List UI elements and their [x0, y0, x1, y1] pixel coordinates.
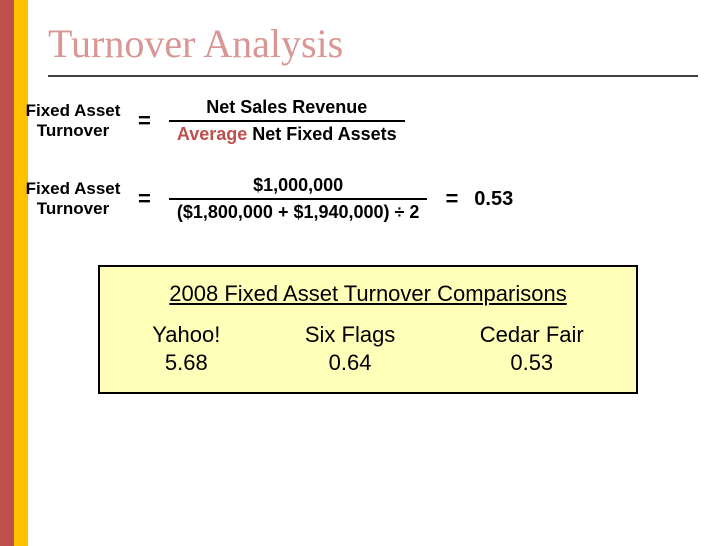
denom-rest: Net Fixed Assets: [247, 124, 396, 144]
denom-highlight: Average: [177, 124, 247, 144]
formula-calculation: Fixed Asset Turnover = $1,000,000 ($1,80…: [18, 173, 728, 225]
equals-sign: =: [138, 186, 151, 212]
company-value: 5.68: [152, 349, 220, 377]
equals-sign: =: [138, 108, 151, 134]
formula2-denominator: ($1,800,000 + $1,940,000) ÷ 2: [169, 200, 428, 225]
formula2-lhs: Fixed Asset Turnover: [18, 179, 128, 218]
comparison-item: Cedar Fair 0.53: [480, 321, 584, 376]
formula1-denominator: Average Net Fixed Assets: [169, 122, 405, 147]
formula1-numerator: Net Sales Revenue: [198, 95, 375, 120]
company-name: Yahoo!: [152, 321, 220, 349]
company-name: Cedar Fair: [480, 321, 584, 349]
comparison-row: Yahoo! 5.68 Six Flags 0.64 Cedar Fair 0.…: [110, 321, 626, 376]
stripe-red: [0, 0, 14, 546]
slide-content: Turnover Analysis Fixed Asset Turnover =…: [28, 0, 728, 394]
formula1-fraction: Net Sales Revenue Average Net Fixed Asse…: [169, 95, 405, 147]
company-value: 0.53: [480, 349, 584, 377]
comparison-heading: 2008 Fixed Asset Turnover Comparisons: [110, 281, 626, 307]
equals-sign: =: [445, 186, 458, 212]
slide-title: Turnover Analysis: [48, 20, 728, 67]
comparison-item: Six Flags 0.64: [305, 321, 395, 376]
formula-area: Fixed Asset Turnover = Net Sales Revenue…: [18, 95, 728, 225]
formula-definition: Fixed Asset Turnover = Net Sales Revenue…: [18, 95, 728, 147]
formula2-fraction: $1,000,000 ($1,800,000 + $1,940,000) ÷ 2: [169, 173, 428, 225]
company-name: Six Flags: [305, 321, 395, 349]
comparison-item: Yahoo! 5.68: [152, 321, 220, 376]
company-value: 0.64: [305, 349, 395, 377]
comparison-box: 2008 Fixed Asset Turnover Comparisons Ya…: [98, 265, 638, 394]
formula2-numerator: $1,000,000: [245, 173, 351, 198]
title-underline: [48, 75, 698, 77]
stripe-yellow: [14, 0, 28, 546]
formula2-result: 0.53: [474, 188, 513, 211]
left-accent-stripes: [0, 0, 28, 546]
formula1-lhs: Fixed Asset Turnover: [18, 101, 128, 140]
